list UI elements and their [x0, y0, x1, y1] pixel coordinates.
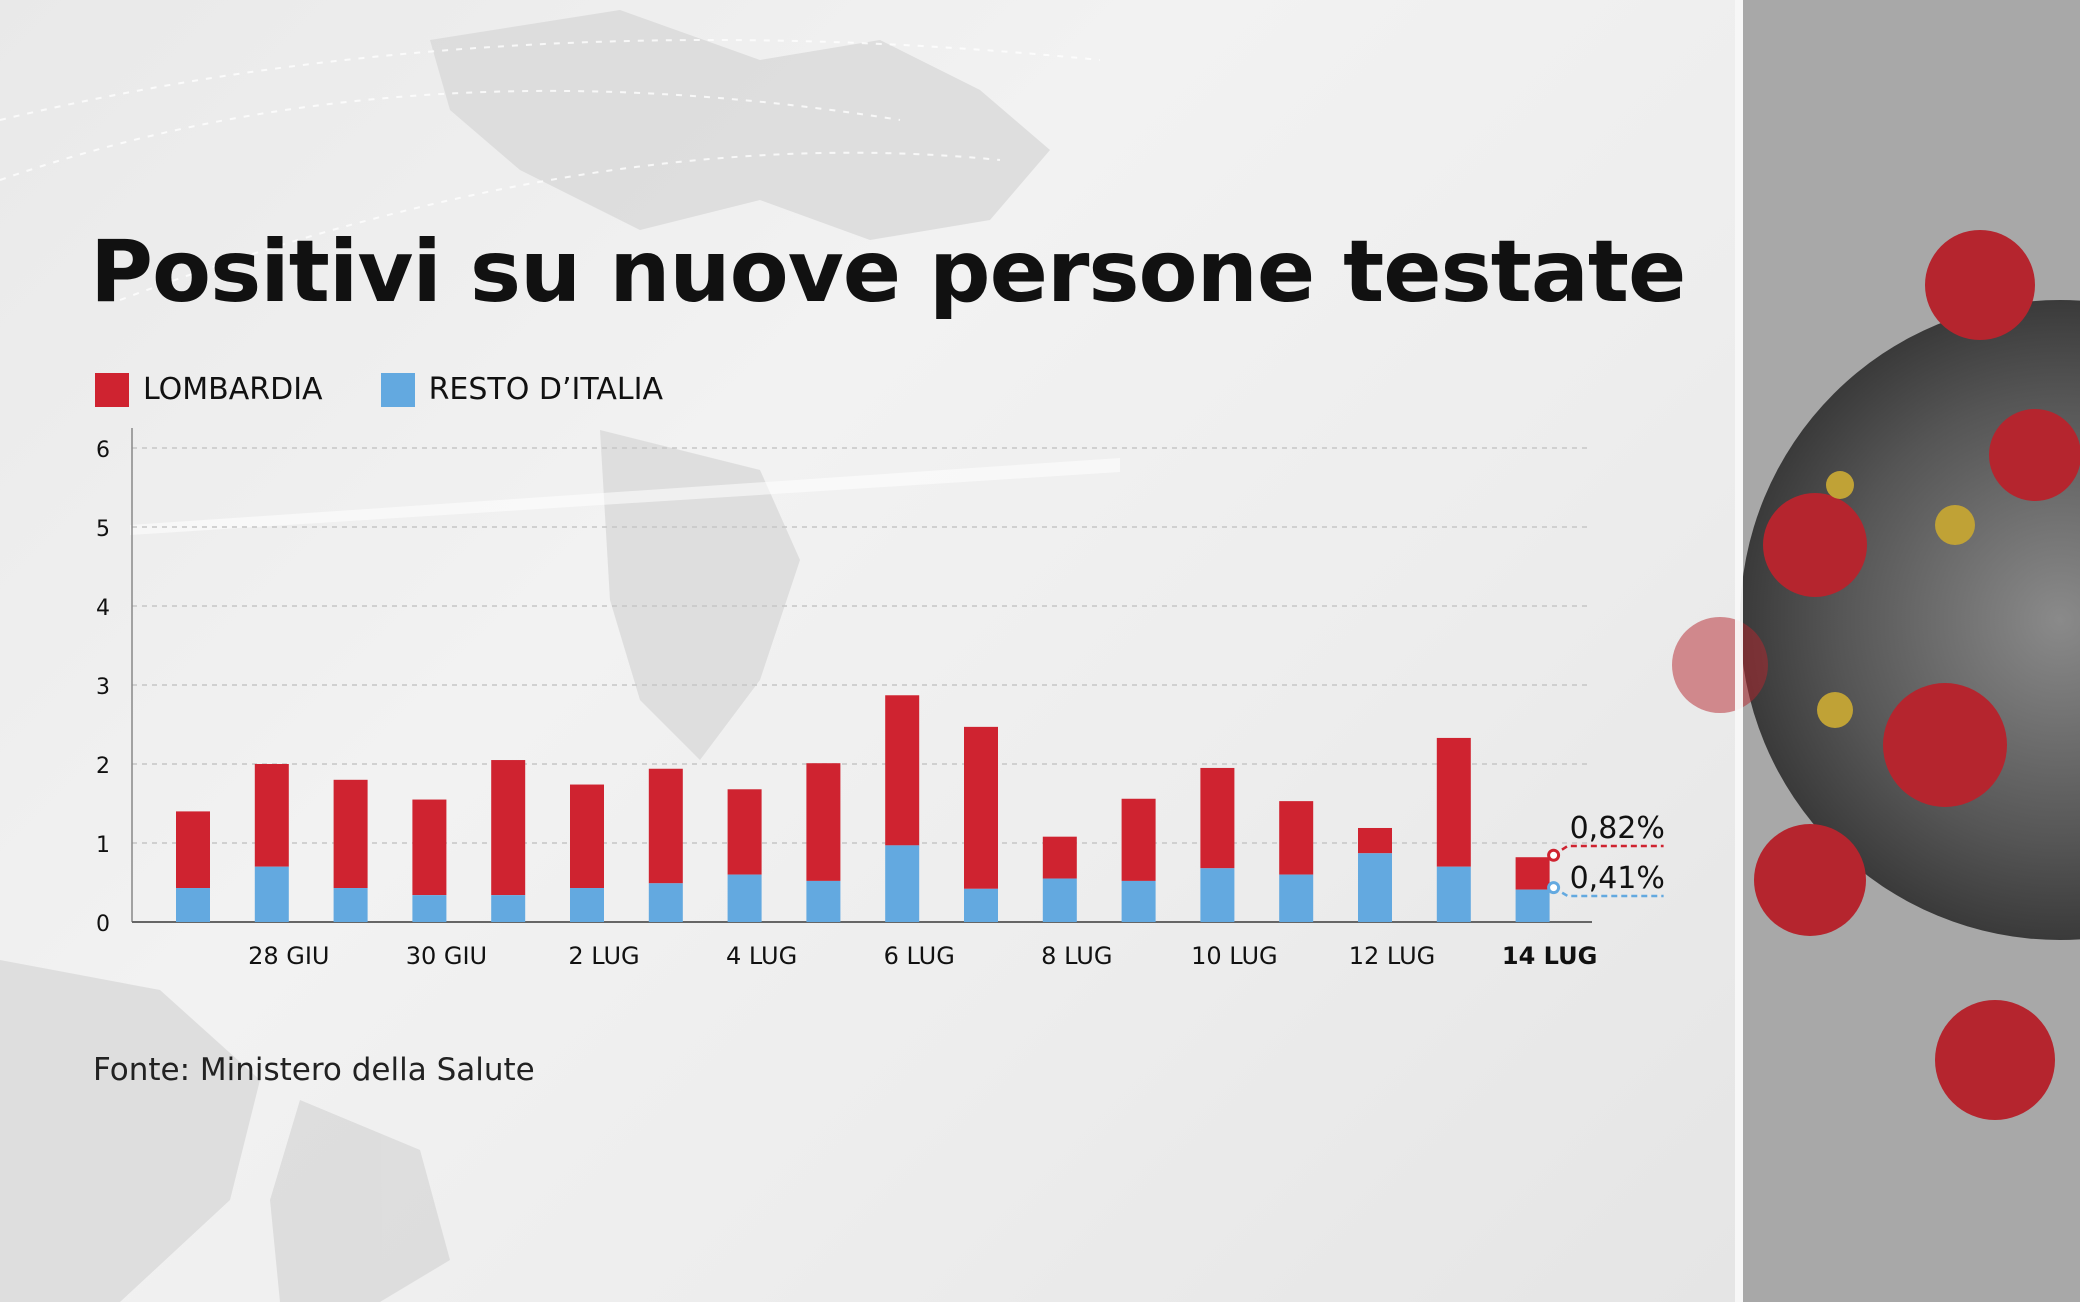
annotation-label: 0,41%: [1570, 861, 1665, 896]
bar-lombardia: [1042, 836, 1077, 879]
annotation-dot: [1547, 848, 1561, 862]
bar-lombardia: [491, 760, 526, 896]
source-note: Fonte: Ministero della Salute: [93, 1052, 535, 1088]
legend: LOMBARDIA RESTO D’ITALIA: [95, 372, 721, 407]
bar-resto-italia: [1042, 878, 1077, 922]
bar-resto-italia: [254, 866, 289, 922]
annotation-dot: [1547, 881, 1561, 895]
annotations: 0,82% 0,41%: [1547, 811, 1665, 898]
bar-resto-italia: [1279, 874, 1314, 922]
y-axis: 0 1 2 3 4 5 6: [96, 428, 1592, 937]
bar-resto-italia: [1515, 889, 1550, 922]
bar-lombardia: [333, 779, 368, 889]
y-tick-label: 6: [96, 438, 110, 463]
bar-resto-italia: [1436, 866, 1471, 922]
bar-lombardia: [412, 799, 447, 896]
bar-lombardia: [570, 784, 604, 889]
virus-image: [1672, 230, 2080, 1120]
bar-lombardia: [1515, 857, 1550, 890]
bar-lombardia: [1279, 801, 1314, 875]
x-tick-label: 2 LUG: [568, 942, 639, 970]
bar-lombardia: [1121, 798, 1156, 881]
y-tick-label: 3: [96, 675, 110, 700]
bar-resto-italia: [1121, 880, 1156, 922]
bar-resto-italia: [491, 895, 526, 922]
bar-resto-italia: [333, 888, 368, 922]
x-axis: 28 GIU 30 GIU 2 LUG 4 LUG 6 LUG 8 LUG 10 LUG 12…: [248, 942, 1597, 970]
chart-title: Positivi su nuove persone testate: [90, 222, 1686, 322]
x-tick-label: 8 LUG: [1041, 942, 1112, 970]
x-tick-label: 28 GIU: [248, 942, 329, 970]
bar-resto-italia: [885, 845, 920, 922]
bar-lombardia: [254, 764, 289, 867]
bars: [176, 695, 1550, 922]
legend-label-resto-italia: RESTO D’ITALIA: [428, 372, 663, 407]
y-tick-label: 2: [96, 754, 110, 779]
bar-lombardia: [176, 811, 210, 889]
legend-label-lombardia: LOMBARDIA: [143, 372, 323, 407]
annotation-leader-line: [1552, 844, 1664, 857]
bar-lombardia: [1358, 827, 1392, 854]
legend-swatch-lombardia: [95, 372, 129, 407]
y-tick-label: 5: [96, 517, 110, 542]
bar-resto-italia: [570, 888, 604, 922]
legend-swatch-resto-italia: [380, 372, 415, 407]
legend-item-resto-italia: RESTO D’ITALIA: [380, 372, 663, 407]
bar-lombardia: [964, 726, 998, 889]
bar-resto-italia: [412, 895, 447, 922]
bar-resto-italia: [806, 880, 841, 922]
legend-item-lombardia: LOMBARDIA: [95, 372, 323, 407]
y-tick-label: 1: [96, 833, 110, 858]
bar-resto-italia: [176, 888, 210, 922]
y-tick-label: 0: [96, 912, 110, 937]
grid-lines: [132, 447, 1592, 844]
bar-lombardia: [727, 789, 762, 875]
bar-resto-italia: [648, 883, 683, 922]
bar-resto-italia: [1200, 868, 1235, 922]
bar-resto-italia: [1358, 853, 1392, 922]
bar-lombardia: [1200, 767, 1235, 869]
x-tick-label: 14 LUG: [1502, 942, 1597, 970]
bar-lombardia: [885, 695, 920, 846]
x-tick-label: 12 LUG: [1349, 942, 1436, 970]
bar-resto-italia: [964, 888, 998, 922]
x-tick-label: 4 LUG: [726, 942, 797, 970]
x-tick-label: 10 LUG: [1191, 942, 1278, 970]
x-tick-label: 6 LUG: [884, 942, 955, 970]
y-tick-label: 4: [96, 596, 110, 621]
bar-lombardia: [1436, 737, 1471, 867]
bar-lombardia: [806, 763, 841, 881]
bar-resto-italia: [727, 874, 762, 922]
annotation-label: 0,82%: [1570, 811, 1665, 846]
x-tick-label: 30 GIU: [406, 942, 487, 970]
bar-lombardia: [648, 768, 683, 884]
